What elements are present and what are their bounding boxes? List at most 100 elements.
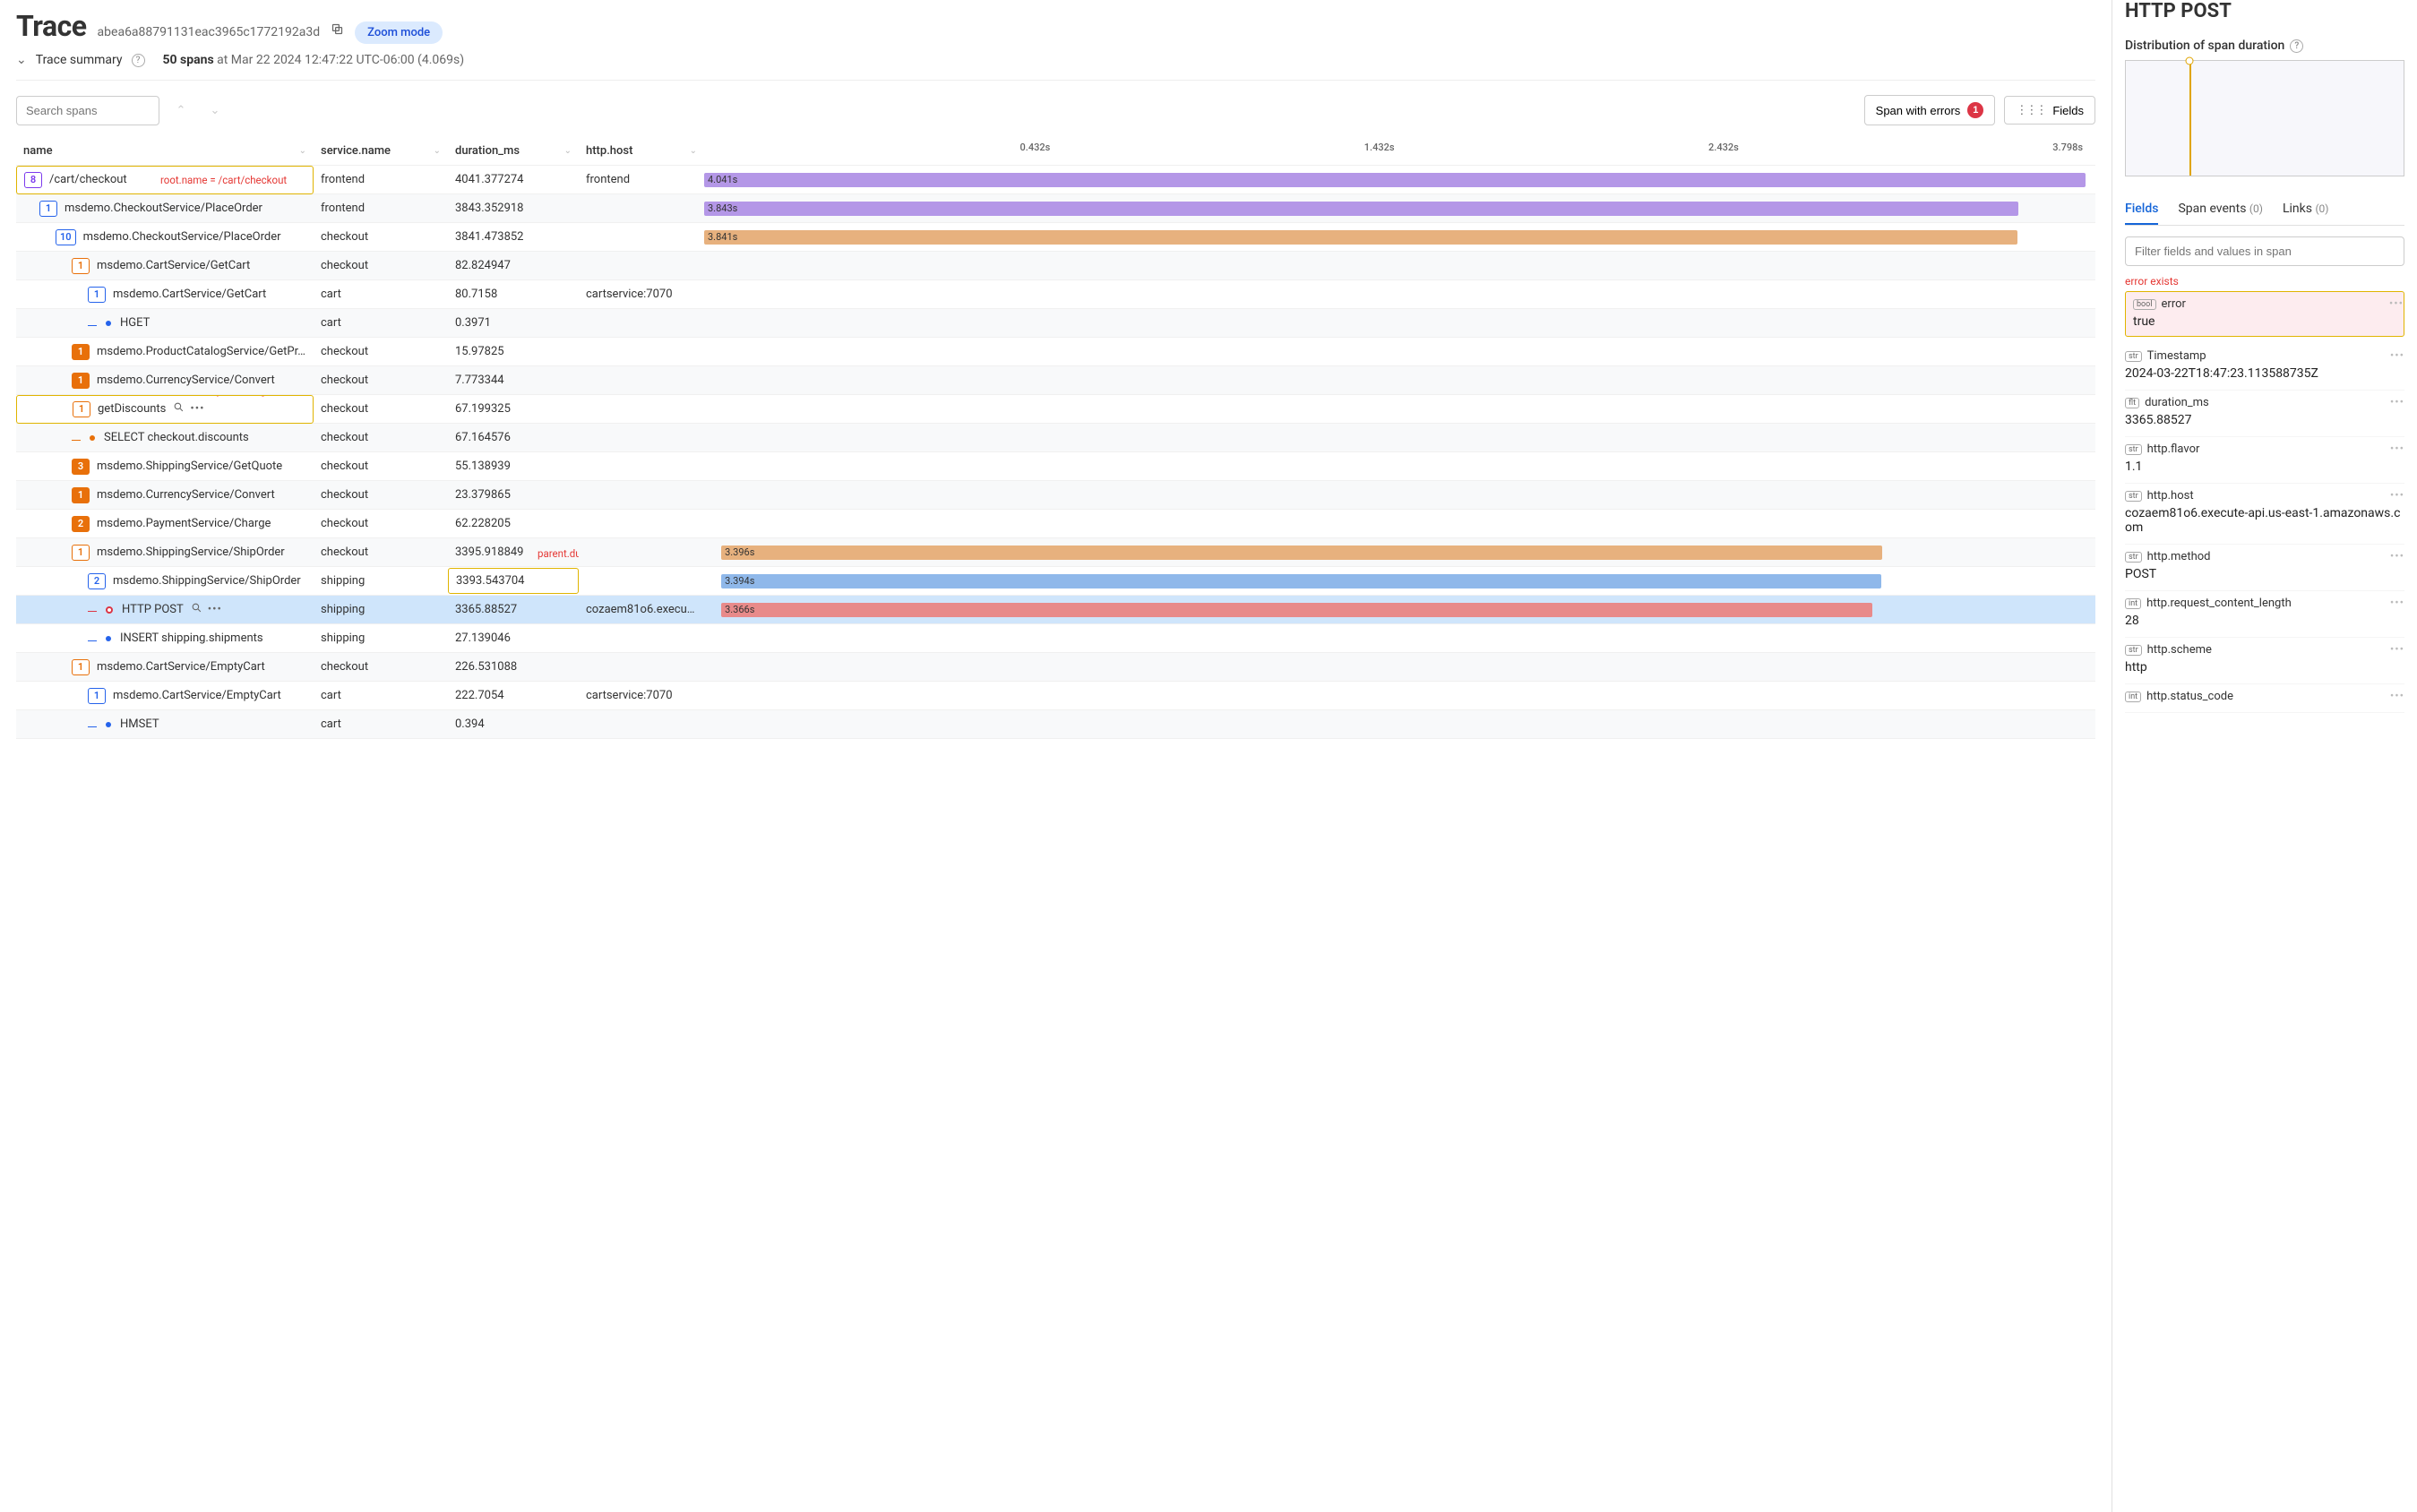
table-row[interactable]: 1msdemo.CurrencyService/Convertcheckout7… (16, 366, 2095, 395)
annotation: root.name = /cart/checkout (160, 174, 287, 186)
col-header-duration[interactable]: duration_ms⌄ (448, 139, 579, 163)
field-block[interactable]: strhttp.flavor1.1••• (2125, 437, 2404, 484)
more-icon[interactable]: ••• (190, 402, 204, 416)
waterfall-cell: 3.366s (704, 596, 2095, 624)
child-count-badge[interactable]: 1 (39, 201, 57, 217)
span-errors-button[interactable]: Span with errors 1 (1864, 95, 1996, 125)
table-row[interactable]: 1getDiscounts •••any.name = getDiscounts… (16, 395, 2095, 424)
table-row[interactable]: 1msdemo.CheckoutService/PlaceOrderfronte… (16, 194, 2095, 223)
next-icon[interactable]: ⌄ (202, 97, 228, 124)
table-row[interactable]: 1msdemo.CartService/EmptyCartcheckout226… (16, 653, 2095, 682)
help-icon[interactable]: ? (2290, 39, 2303, 53)
copy-icon[interactable] (331, 22, 344, 39)
help-icon[interactable]: ? (132, 54, 145, 67)
more-icon[interactable]: ••• (2389, 297, 2404, 311)
table-row[interactable]: 1msdemo.CartService/GetCartcheckout82.82… (16, 252, 2095, 280)
waterfall-bar[interactable]: 3.841s (704, 230, 2017, 245)
service-name: checkout (314, 253, 448, 278)
span-name: msdemo.ShippingService/GetQuote (97, 460, 282, 473)
more-icon[interactable]: ••• (2390, 396, 2404, 409)
inspect-icon[interactable] (173, 401, 185, 417)
waterfall-cell (704, 395, 2095, 424)
child-count-badge[interactable]: 1 (73, 401, 90, 417)
more-icon[interactable]: ••• (2390, 643, 2404, 657)
table-row[interactable]: 2msdemo.ShippingService/ShipOrdershippin… (16, 567, 2095, 596)
table-row[interactable]: SELECT checkout.discountscheckout67.1645… (16, 424, 2095, 452)
service-name: shipping (314, 626, 448, 650)
more-icon[interactable]: ••• (2390, 442, 2404, 456)
table-row[interactable]: HTTP POST •••shipping3365.88527cozaem81o… (16, 596, 2095, 624)
child-count-badge[interactable]: 2 (88, 573, 106, 589)
error-exists-label: error exists (2125, 275, 2404, 288)
duration-value: 3393.543704 (448, 568, 579, 594)
field-block[interactable]: strhttp.methodPOST••• (2125, 545, 2404, 591)
col-header-name[interactable]: name⌄ (16, 139, 314, 163)
field-block[interactable]: inthttp.status_code••• (2125, 684, 2404, 713)
more-icon[interactable]: ••• (208, 603, 222, 616)
inspect-icon[interactable] (191, 602, 202, 617)
waterfall-bar[interactable]: 4.041s (704, 173, 2086, 187)
child-count-badge[interactable]: 1 (72, 659, 90, 675)
field-block[interactable]: inthttp.request_content_length28••• (2125, 591, 2404, 638)
table-row[interactable]: 2msdemo.PaymentService/Chargecheckout62.… (16, 510, 2095, 538)
field-block[interactable]: fltduration_ms3365.88527••• (2125, 391, 2404, 437)
summary-time: at Mar 22 2024 12:47:22 UTC-06:00 (4.069… (217, 53, 464, 67)
col-header-host[interactable]: http.host⌄ (579, 139, 704, 163)
more-icon[interactable]: ••• (2390, 690, 2404, 703)
table-row[interactable]: 1msdemo.CurrencyService/Convertcheckout2… (16, 481, 2095, 510)
child-count-badge[interactable]: 1 (88, 688, 106, 704)
filter-fields-input[interactable] (2125, 236, 2404, 266)
field-block[interactable]: strTimestamp2024-03-22T18:47:23.11358873… (2125, 344, 2404, 391)
table-row[interactable]: HMSETcart0.394 (16, 710, 2095, 739)
field-block[interactable]: boolerrortrue••• (2125, 291, 2404, 337)
child-count-badge[interactable]: 1 (88, 287, 106, 303)
duration-value: 67.199325 (448, 397, 579, 421)
child-count-badge[interactable]: 1 (72, 373, 90, 389)
fields-button[interactable]: ⋮⋮⋮ Fields (2004, 96, 2095, 125)
child-count-badge[interactable]: 10 (56, 229, 76, 245)
more-icon[interactable]: ••• (2390, 597, 2404, 610)
search-input[interactable] (16, 96, 159, 125)
more-icon[interactable]: ••• (2390, 489, 2404, 503)
table-row[interactable]: 1msdemo.CartService/EmptyCartcart222.705… (16, 682, 2095, 710)
table-row[interactable]: 1msdemo.ProductCatalogService/GetPr…chec… (16, 338, 2095, 366)
trace-id: abea6a88791131eac3965c1772192a3d (98, 25, 321, 39)
col-header-service[interactable]: service.name⌄ (314, 139, 448, 163)
child-count-badge[interactable]: 1 (72, 258, 90, 274)
field-block[interactable]: strhttp.hostcozaem81o6.execute-api.us-ea… (2125, 484, 2404, 545)
table-row[interactable]: 1msdemo.ShippingService/ShipOrdercheckou… (16, 538, 2095, 567)
tab-span-events[interactable]: Span events (0) (2178, 194, 2263, 225)
service-name: checkout (314, 425, 448, 450)
service-name: cart (314, 311, 448, 335)
table-row[interactable]: 3msdemo.ShippingService/GetQuotecheckout… (16, 452, 2095, 481)
tab-links[interactable]: Links (0) (2283, 194, 2329, 225)
zoom-mode-badge[interactable]: Zoom mode (355, 21, 443, 44)
distribution-chart[interactable] (2125, 60, 2404, 176)
waterfall-bar[interactable]: 3.843s (704, 202, 2018, 216)
service-name: cart (314, 712, 448, 736)
waterfall-cell (704, 252, 2095, 280)
more-icon[interactable]: ••• (2390, 550, 2404, 563)
prev-icon[interactable]: ⌃ (168, 97, 194, 124)
field-block[interactable]: strhttp.schemehttp••• (2125, 638, 2404, 684)
waterfall-bar[interactable]: 3.366s (721, 603, 1872, 617)
tab-fields[interactable]: Fields (2125, 194, 2158, 225)
waterfall-bar[interactable]: 3.394s (721, 574, 1881, 588)
chevron-down-icon[interactable]: ⌄ (16, 53, 27, 67)
child-count-badge[interactable]: 1 (72, 545, 90, 561)
child-count-badge[interactable]: 1 (72, 344, 90, 360)
waterfall-bar[interactable]: 3.396s (721, 546, 1882, 560)
waterfall-cell (704, 481, 2095, 510)
child-count-badge[interactable]: 2 (72, 516, 90, 532)
child-count-badge[interactable]: 1 (72, 487, 90, 503)
child-count-badge[interactable]: 3 (72, 459, 90, 475)
table-row[interactable]: INSERT shipping.shipmentsshipping27.1390… (16, 624, 2095, 653)
child-count-badge[interactable]: 8 (24, 172, 42, 188)
table-row[interactable]: 1msdemo.CartService/GetCartcart80.7158ca… (16, 280, 2095, 309)
span-name: msdemo.CartService/GetCart (97, 259, 250, 272)
table-row[interactable]: 8/cart/checkoutroot.name = /cart/checkou… (16, 166, 2095, 194)
more-icon[interactable]: ••• (2390, 349, 2404, 363)
http-host (579, 375, 704, 386)
table-row[interactable]: 10msdemo.CheckoutService/PlaceOrdercheck… (16, 223, 2095, 252)
table-row[interactable]: HGETcart0.3971 (16, 309, 2095, 338)
